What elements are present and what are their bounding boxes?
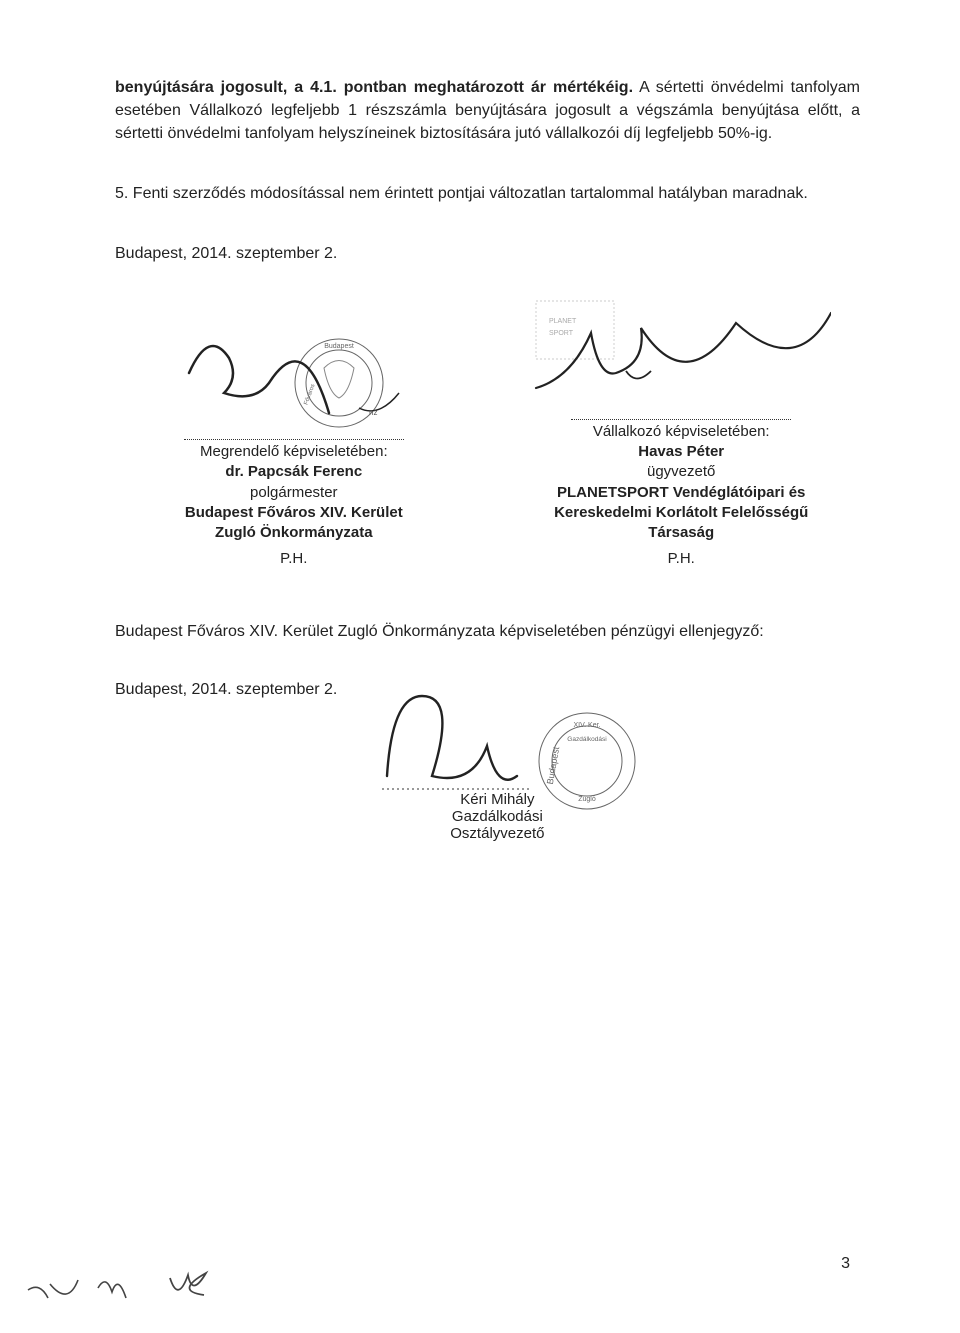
right-name: Havas Péter <box>502 442 860 462</box>
right-ph: P.H. <box>502 549 860 569</box>
svg-text:Főváros: Főváros <box>303 383 316 405</box>
svg-text:Budapest: Budapest <box>545 745 562 785</box>
date-line-1: Budapest, 2014. szeptember 2. <box>115 245 860 263</box>
left-name: dr. Papcsák Ferenc <box>115 462 473 482</box>
para1-bold: benyújtására jogosult, a 4.1. pontban me… <box>115 79 633 96</box>
right-org-3: Társaság <box>502 523 860 543</box>
bottom-title: Gazdálkodási Osztályvezető <box>412 808 582 842</box>
svg-text:SPORT: SPORT <box>549 330 574 337</box>
paragraph-5: 5. Fenti szerződés módosítással nem érin… <box>115 182 860 205</box>
bottom-signature-block: XIV. Ker. Gazdálkodási Zugló Budapest Ké… <box>357 671 677 841</box>
page-number: 3 <box>841 1255 850 1273</box>
left-signature-block: Budapest Főváros nz Megrendelő képvisele… <box>115 313 473 570</box>
svg-text:Gazdálkodási: Gazdálkodási <box>568 736 607 743</box>
bottom-name: Kéri Mihály <box>412 791 582 808</box>
svg-text:nz: nz <box>369 408 377 417</box>
svg-text:XIV. Ker.: XIV. Ker. <box>574 722 601 729</box>
right-org-1: PLANETSPORT Vendéglátóipari és <box>502 483 860 503</box>
left-org-2: Zugló Önkormányzata <box>115 523 473 543</box>
left-ph: P.H. <box>115 549 473 569</box>
bottom-left-marks-icon <box>20 1248 240 1313</box>
stamp-text-top-icon: Budapest <box>324 343 354 350</box>
left-rep-line: Megrendelő képviseletében: <box>115 442 473 462</box>
right-role: ügyvezető <box>502 462 860 482</box>
right-dotted-line <box>571 419 791 420</box>
countersign-row: Budapest, 2014. szeptember 2. XIV. Ker. … <box>115 671 860 841</box>
svg-text:PLANET: PLANET <box>549 318 577 325</box>
right-rep-line: Vállalkozó képviseletében: <box>502 422 860 442</box>
left-org-1: Budapest Főváros XIV. Kerület <box>115 503 473 523</box>
right-signature-block: PLANET SPORT Vállalkozó képviseletében: … <box>502 293 860 570</box>
left-dotted-line <box>184 439 404 440</box>
left-role: polgármester <box>115 483 473 503</box>
paragraph-4-continuation: benyújtására jogosult, a 4.1. pontban me… <box>115 76 860 146</box>
signature-row: Budapest Főváros nz Megrendelő képvisele… <box>115 293 860 570</box>
countersign-para: Budapest Főváros XIV. Kerület Zugló Önko… <box>115 620 860 643</box>
document-page: benyújtására jogosult, a 4.1. pontban me… <box>0 0 960 1333</box>
right-signature-sketch: PLANET SPORT <box>502 293 860 413</box>
right-org-2: Kereskedelmi Korlátolt Felelősségű <box>502 503 860 523</box>
left-signature-sketch: Budapest Főváros nz <box>115 313 473 433</box>
date-line-2: Budapest, 2014. szeptember 2. <box>115 671 337 699</box>
